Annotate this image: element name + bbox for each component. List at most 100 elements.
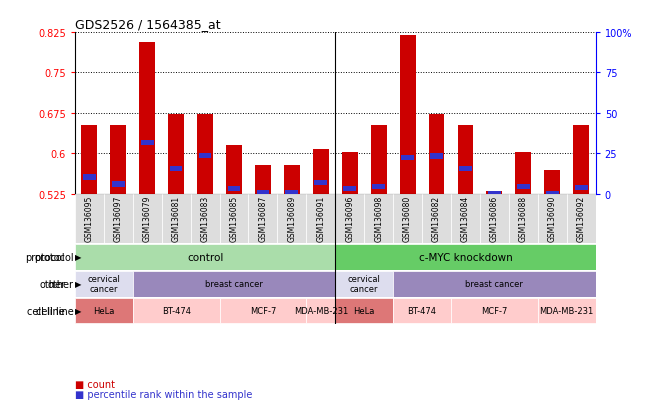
Bar	[428, 115, 445, 194]
Bar	[313, 150, 329, 194]
Text: breast cancer: breast cancer	[205, 280, 263, 288]
Bar	[370, 126, 387, 194]
Bar	[364, 194, 393, 244]
Bar	[191, 194, 219, 244]
Text: cell line: cell line	[27, 306, 65, 316]
Text: ▶: ▶	[75, 253, 81, 261]
Text: GSM136081: GSM136081	[172, 195, 180, 241]
Text: MDA-MB-231: MDA-MB-231	[294, 306, 348, 315]
Bar	[226, 146, 242, 194]
Text: ■ count: ■ count	[75, 379, 115, 389]
Bar	[219, 194, 249, 244]
Text: ▶: ▶	[75, 306, 81, 315]
Bar	[459, 166, 472, 171]
Bar	[567, 194, 596, 244]
Bar	[307, 298, 335, 324]
Bar	[393, 194, 422, 244]
Bar	[517, 185, 530, 190]
Bar	[335, 271, 393, 297]
Text: GSM136082: GSM136082	[432, 195, 441, 241]
Text: protocol: protocol	[25, 252, 65, 262]
Bar	[342, 152, 357, 194]
Bar	[75, 271, 133, 297]
Text: BT-474: BT-474	[408, 306, 437, 315]
Bar	[249, 194, 277, 244]
Text: GSM136090: GSM136090	[547, 195, 557, 241]
Text: GDS2526 / 1564385_at: GDS2526 / 1564385_at	[75, 17, 221, 31]
Bar	[372, 185, 385, 190]
Bar	[335, 194, 364, 244]
Bar	[133, 298, 219, 324]
Bar	[139, 43, 155, 194]
Text: GSM136083: GSM136083	[201, 195, 210, 241]
Text: GSM136080: GSM136080	[403, 195, 412, 241]
Text: MCF-7: MCF-7	[250, 306, 276, 315]
Text: other: other	[39, 279, 65, 289]
Bar	[538, 298, 596, 324]
Bar	[458, 126, 473, 194]
Bar	[430, 154, 443, 159]
Bar	[161, 194, 191, 244]
Text: MCF-7: MCF-7	[481, 306, 508, 315]
Bar	[307, 194, 335, 244]
Text: c-MYC knockdown: c-MYC knockdown	[419, 252, 512, 262]
Bar	[486, 192, 503, 194]
Text: HeLa: HeLa	[353, 306, 375, 315]
Bar	[422, 194, 451, 244]
Bar	[197, 115, 213, 194]
Text: GSM136087: GSM136087	[258, 195, 268, 241]
Text: protocol: protocol	[34, 252, 74, 262]
Bar	[516, 152, 531, 194]
Text: GSM136096: GSM136096	[345, 195, 354, 241]
Bar	[83, 175, 96, 180]
Bar	[544, 171, 561, 194]
Bar	[314, 180, 327, 185]
Text: GSM136091: GSM136091	[316, 195, 326, 241]
Bar	[488, 192, 501, 197]
Bar	[509, 194, 538, 244]
Bar	[480, 194, 509, 244]
Bar	[546, 192, 559, 197]
Bar	[401, 155, 414, 161]
Bar	[335, 298, 393, 324]
Text: other: other	[48, 279, 74, 289]
Bar	[574, 126, 589, 194]
Bar	[575, 185, 588, 191]
Text: breast cancer: breast cancer	[465, 280, 523, 288]
Text: GSM136095: GSM136095	[85, 195, 94, 241]
Bar	[255, 166, 271, 194]
Bar	[400, 36, 415, 194]
Text: MDA-MB-231: MDA-MB-231	[540, 306, 594, 315]
Bar	[393, 298, 451, 324]
Text: BT-474: BT-474	[161, 306, 191, 315]
Bar	[284, 166, 300, 194]
Text: ■ percentile rank within the sample: ■ percentile rank within the sample	[75, 389, 252, 399]
Bar	[75, 194, 104, 244]
Bar	[110, 126, 126, 194]
Text: ▶: ▶	[75, 280, 81, 288]
Bar	[75, 298, 133, 324]
Text: cell line: cell line	[36, 306, 74, 316]
Bar	[219, 298, 307, 324]
Text: GSM136097: GSM136097	[114, 195, 123, 241]
Text: cervical
cancer: cervical cancer	[87, 274, 120, 294]
Text: GSM136084: GSM136084	[461, 195, 470, 241]
Bar	[393, 271, 596, 297]
Text: GSM136088: GSM136088	[519, 195, 528, 241]
Bar	[286, 190, 298, 196]
Bar	[133, 194, 161, 244]
Bar	[451, 298, 538, 324]
Text: GSM136098: GSM136098	[374, 195, 383, 241]
Text: GSM136085: GSM136085	[230, 195, 238, 241]
Bar	[75, 244, 335, 270]
Text: GSM136089: GSM136089	[287, 195, 296, 241]
Text: control: control	[187, 252, 223, 262]
Bar	[228, 186, 240, 192]
Bar	[343, 186, 356, 192]
Text: HeLa: HeLa	[93, 306, 115, 315]
Bar	[112, 182, 124, 187]
Text: GSM136079: GSM136079	[143, 195, 152, 241]
Bar	[81, 126, 97, 194]
Bar	[335, 244, 596, 270]
Bar	[168, 115, 184, 194]
